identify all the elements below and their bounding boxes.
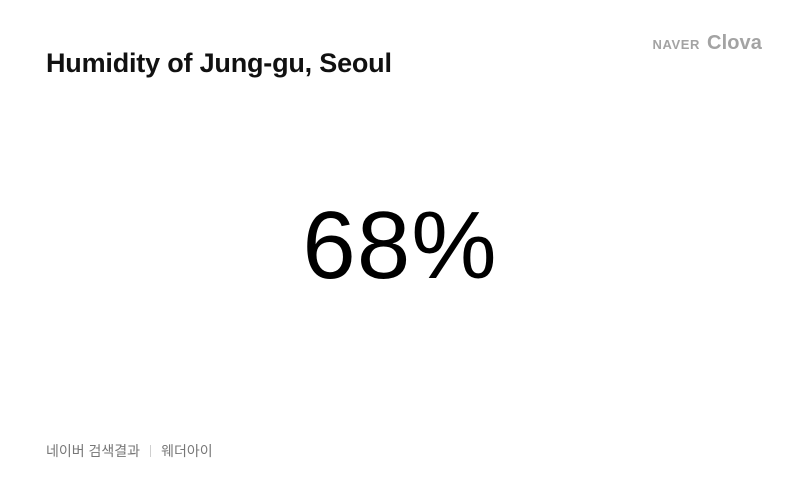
brand-name: Clova — [707, 32, 762, 54]
brand-prefix: NAVER — [652, 37, 701, 52]
source-label: 네이버 검색결과 — [46, 443, 141, 459]
brand-logo: NAVER Clova — [652, 32, 762, 55]
page-title: Humidity of Jung-gu, Seoul — [46, 48, 392, 78]
source-footer: 네이버 검색결과 웨더아이 — [46, 441, 213, 461]
humidity-value: 68% — [302, 192, 498, 299]
provider-label: 웨더아이 — [161, 443, 213, 459]
footer-divider — [150, 445, 152, 457]
